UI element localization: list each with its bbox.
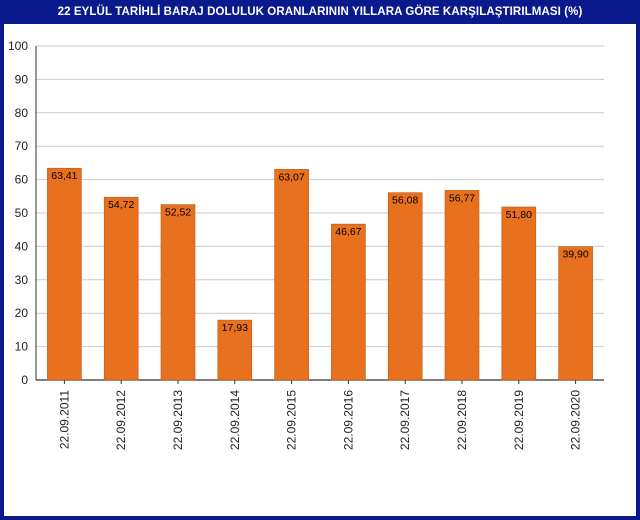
bar	[103, 196, 139, 381]
bar	[444, 190, 480, 381]
bar	[387, 192, 423, 381]
x-tick-label: 22.09.2020	[569, 390, 583, 450]
data-label: 51,80	[506, 209, 532, 221]
y-tick-label: 80	[15, 106, 29, 120]
y-tick-label: 100	[8, 39, 28, 53]
x-tick-label: 22.09.2017	[398, 390, 412, 450]
bar	[217, 319, 253, 381]
y-tick-label: 30	[15, 273, 29, 287]
bar	[331, 223, 366, 381]
x-tick-label: 22.09.2012	[114, 390, 128, 450]
x-tick-label: 22.09.2016	[341, 390, 355, 450]
bar	[501, 206, 537, 381]
bar	[558, 246, 593, 381]
y-tick-label: 90	[15, 72, 29, 86]
y-tick-label: 70	[15, 139, 29, 153]
x-tick-label: 22.09.2019	[512, 390, 526, 450]
x-tick-label: 22.09.2015	[285, 390, 299, 450]
data-label: 63,07	[278, 171, 304, 183]
data-label: 46,67	[335, 226, 361, 238]
data-label: 63,41	[51, 170, 77, 182]
y-tick-label: 50	[15, 206, 29, 220]
bar	[47, 167, 82, 381]
y-tick-label: 60	[15, 173, 29, 187]
data-label: 39,90	[562, 249, 588, 261]
y-tick-label: 10	[15, 340, 29, 354]
bar	[274, 169, 309, 381]
y-tick-label: 0	[21, 373, 28, 387]
x-tick-label: 22.09.2013	[171, 390, 185, 450]
data-label: 17,93	[222, 322, 248, 334]
data-label: 54,72	[108, 199, 134, 211]
x-tick-label: 22.09.2014	[228, 390, 242, 450]
x-tick-label: 22.09.2018	[455, 390, 469, 450]
chart-title: 22 EYLÜL TARİHLİ BARAJ DOLULUK ORANLARIN…	[0, 0, 640, 24]
data-label: 56,77	[449, 192, 475, 204]
y-tick-label: 40	[15, 239, 29, 253]
data-label: 52,52	[165, 207, 191, 219]
y-tick-label: 20	[15, 306, 29, 320]
bar	[160, 204, 196, 381]
data-label: 56,08	[392, 195, 418, 207]
x-tick-label: 22.09.2011	[57, 390, 71, 449]
